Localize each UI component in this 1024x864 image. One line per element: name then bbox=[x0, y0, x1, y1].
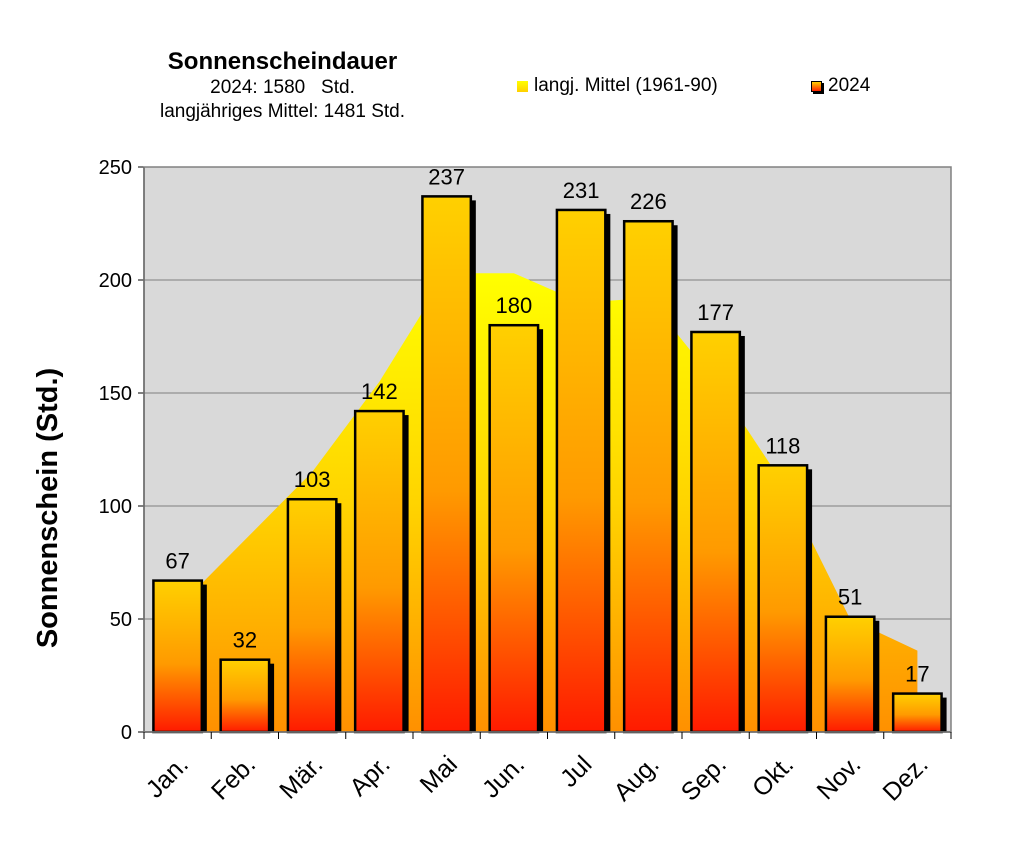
x-tick-label: Nov. bbox=[812, 750, 867, 805]
legend-item-avg: langj. Mittel (1961-90) bbox=[517, 75, 718, 97]
data-label: 231 bbox=[563, 178, 600, 203]
bar-Dez. bbox=[891, 692, 943, 734]
y-tick-label: 0 bbox=[121, 722, 132, 744]
data-label: 118 bbox=[765, 433, 800, 458]
data-label: 67 bbox=[165, 549, 189, 574]
data-label: 237 bbox=[428, 164, 465, 189]
legend-item-2024: 2024 bbox=[811, 75, 870, 97]
x-tick-label: Mai bbox=[415, 750, 463, 798]
y-tick-label: 50 bbox=[110, 609, 132, 631]
x-tick-label: Jul bbox=[555, 750, 597, 792]
data-label: 177 bbox=[697, 300, 734, 325]
data-label: 17 bbox=[905, 662, 929, 687]
x-tick-label: Feb. bbox=[206, 750, 261, 805]
data-label: 103 bbox=[294, 467, 331, 492]
bar-Mär. bbox=[286, 497, 338, 734]
bars-2024: 67 32 103 142 237 180 231 226 177 118 51 17 bbox=[152, 164, 947, 734]
chart-title-block: Sonnenscheindauer 2024: 1580 Std. langjä… bbox=[100, 48, 465, 124]
legend-label-avg: langj. Mittel (1961-90) bbox=[534, 75, 718, 96]
bar-Nov. bbox=[824, 615, 876, 734]
chart-subtitle-line-1: 2024: 1580 Std. bbox=[210, 77, 355, 98]
bar-Apr. bbox=[353, 409, 405, 734]
bar-Feb. bbox=[219, 658, 271, 734]
legend-swatch-2024 bbox=[811, 80, 822, 92]
x-tick-label: Apr. bbox=[344, 750, 395, 801]
x-tick-label: Aug. bbox=[608, 750, 664, 806]
x-tick-label: Dez. bbox=[877, 750, 933, 806]
y-tick-label: 150 bbox=[99, 383, 132, 405]
bar-Jul bbox=[555, 208, 607, 734]
y-tick-label: 200 bbox=[99, 270, 132, 292]
chart-subtitle-line-2: langjähriges Mittel: 1481 Std. bbox=[159, 101, 406, 122]
bar-Mai bbox=[421, 195, 473, 734]
legend-label-2024: 2024 bbox=[828, 75, 871, 96]
bar-Aug. bbox=[622, 219, 674, 734]
x-tick-label: Jan. bbox=[141, 750, 194, 803]
x-tick-label: Jun. bbox=[477, 750, 530, 803]
x-tick-label: Okt. bbox=[747, 750, 799, 802]
legend-swatch-avg bbox=[517, 80, 528, 92]
data-label: 142 bbox=[361, 379, 398, 404]
x-tick-label: Sep. bbox=[676, 750, 732, 806]
x-tick-label: Mär. bbox=[274, 750, 328, 804]
y-tick-label: 100 bbox=[99, 496, 132, 518]
data-label: 226 bbox=[630, 189, 667, 214]
y-tick-label: 250 bbox=[99, 157, 132, 179]
bar-Jun. bbox=[488, 323, 540, 734]
bar-Okt. bbox=[757, 464, 809, 734]
data-label: 32 bbox=[233, 628, 257, 653]
chart-title: Sonnenscheindauer bbox=[167, 48, 398, 75]
bar-Jan. bbox=[152, 579, 204, 734]
data-label: 51 bbox=[838, 585, 862, 610]
bar-Sep. bbox=[690, 330, 742, 734]
y-axis-label: Sonnenschein (Std.) bbox=[32, 368, 64, 648]
data-label: 180 bbox=[496, 293, 533, 318]
